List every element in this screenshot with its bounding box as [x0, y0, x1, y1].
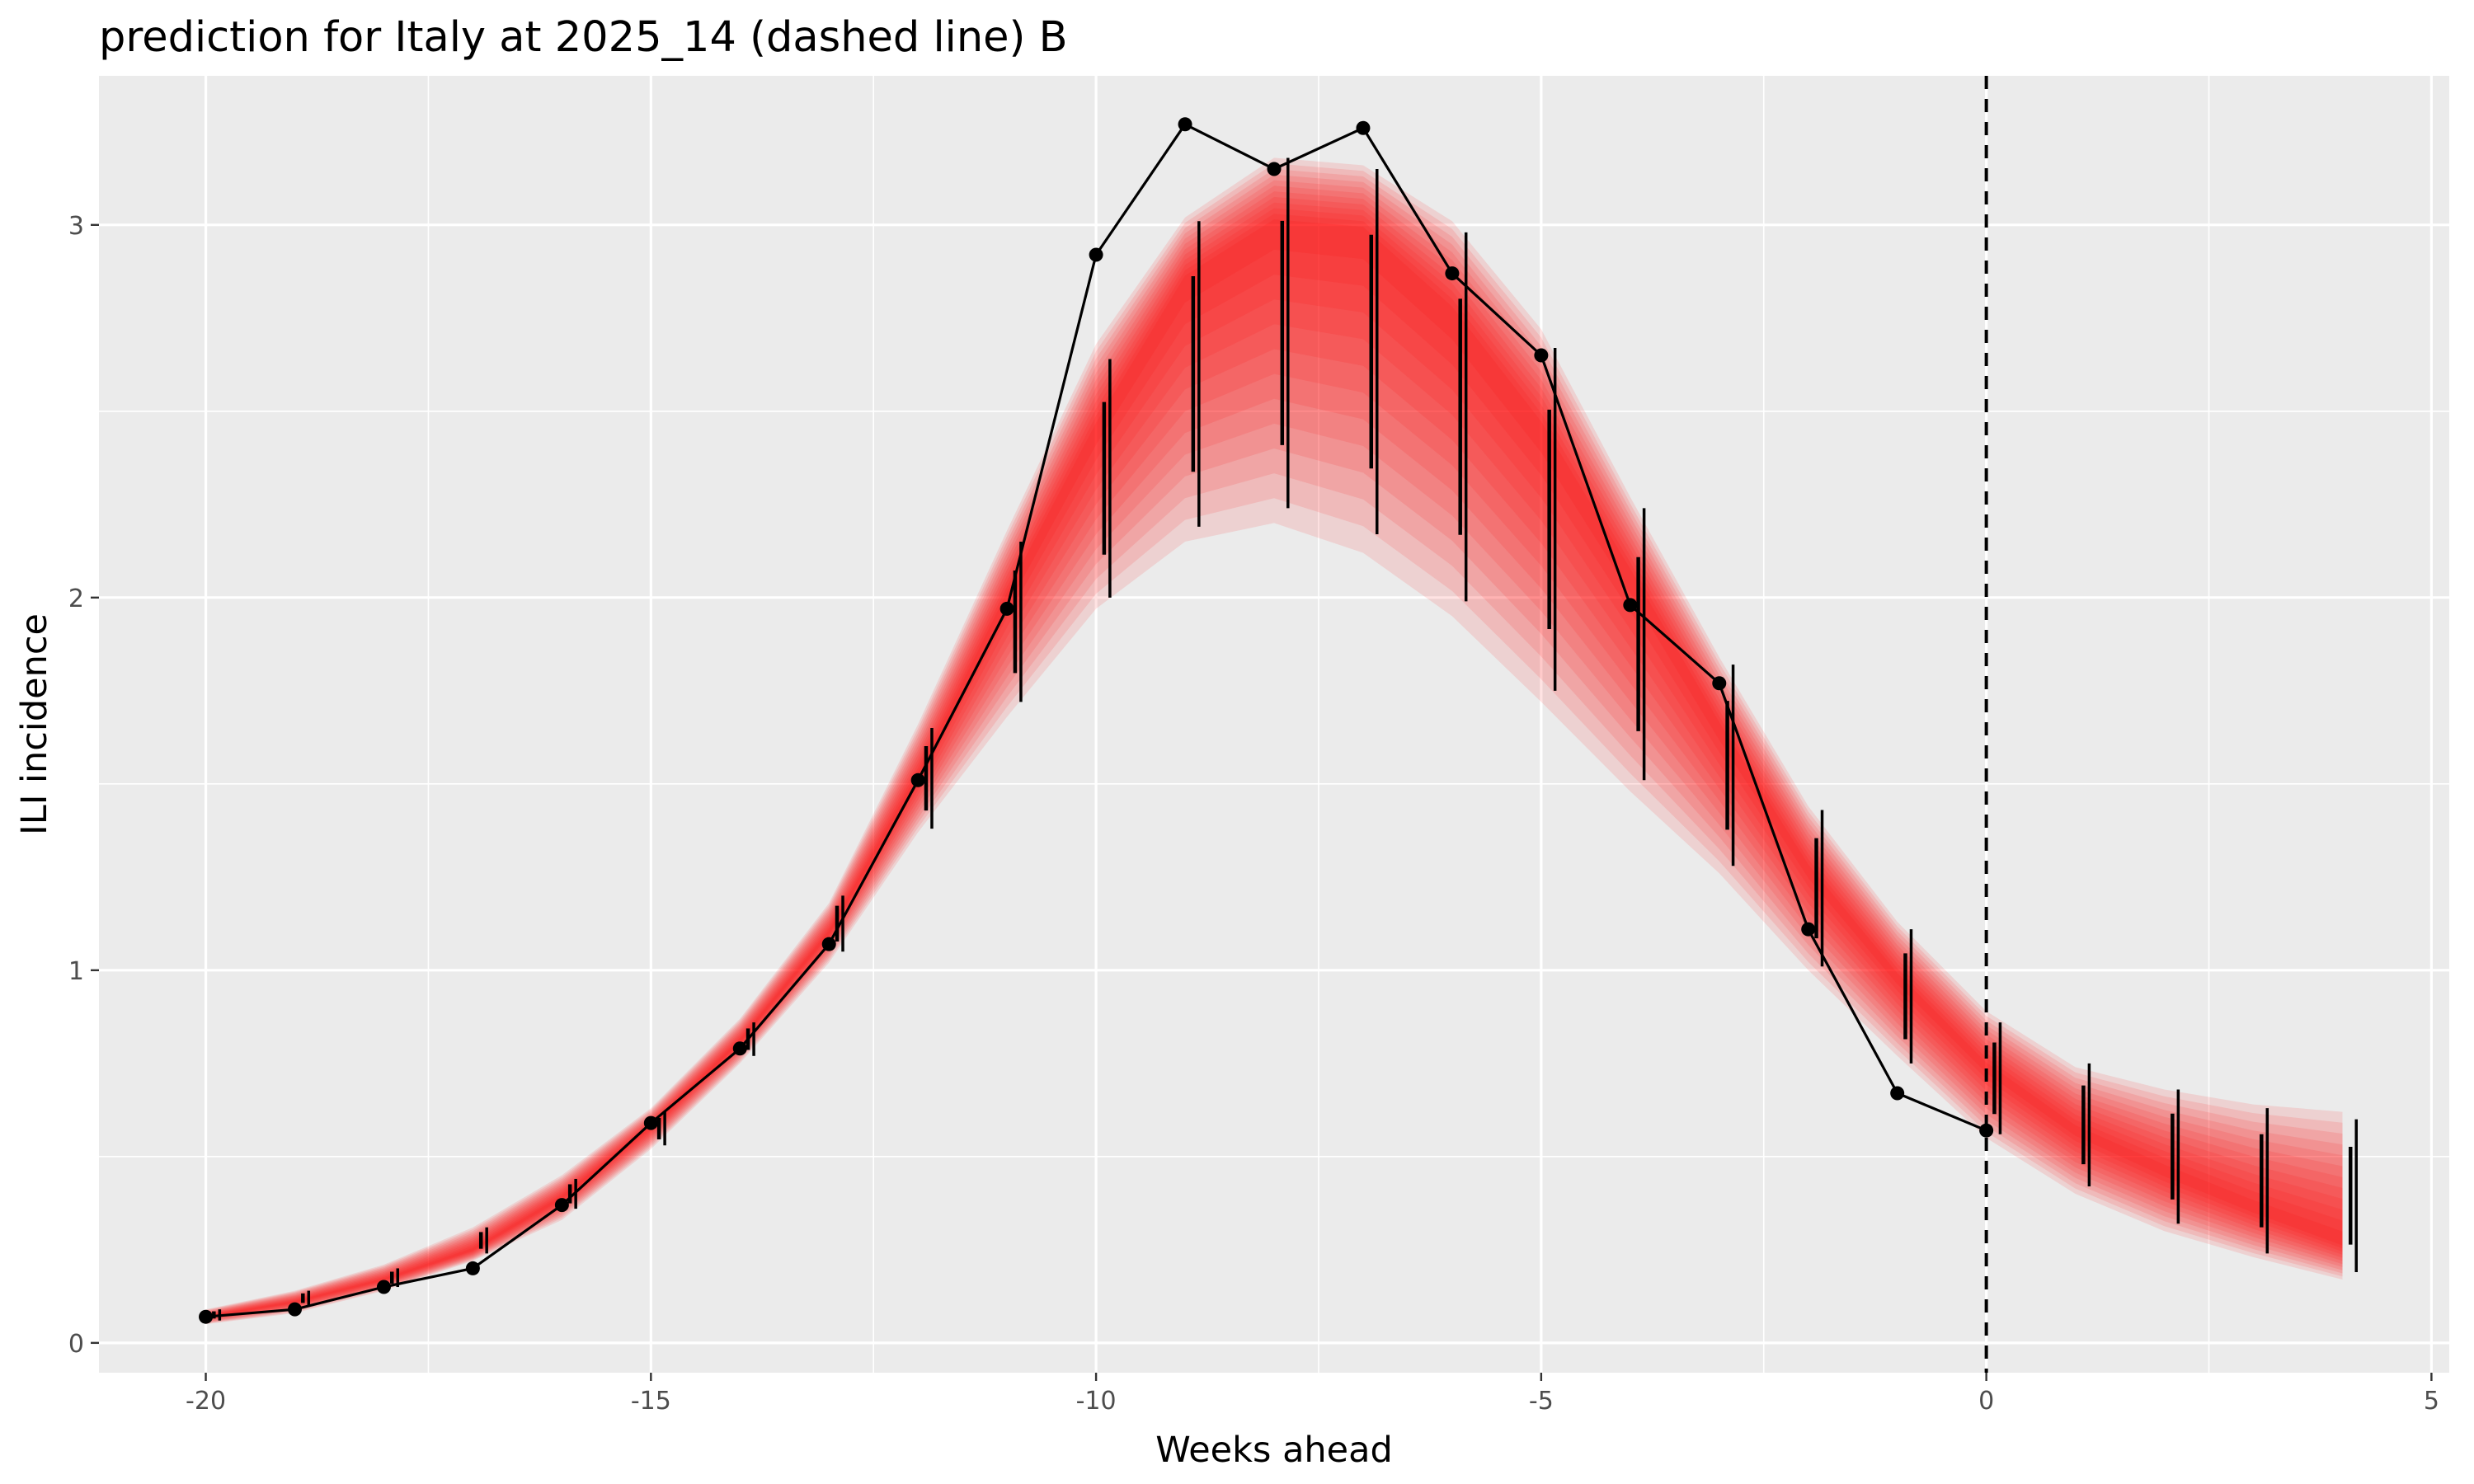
x-tick-label: -20 — [186, 1387, 226, 1416]
observed-point — [1178, 117, 1192, 132]
y-tick-label: 3 — [68, 212, 84, 241]
x-tick-label: -15 — [631, 1387, 671, 1416]
x-tick-label: -10 — [1076, 1387, 1117, 1416]
observed-point — [1356, 120, 1371, 135]
axes: -20 -15 -10 -5 0 5 0 1 2 3 — [68, 212, 2439, 1416]
y-axis-title: ILI incidence — [14, 613, 55, 835]
forecast-band-ribbon — [205, 186, 2343, 1322]
y-tick-label: 0 — [68, 1330, 84, 1359]
observed-point — [465, 1261, 480, 1275]
forecast-band-ribbon — [205, 169, 2343, 1323]
forecast-band-ribbon — [205, 202, 2343, 1320]
forecast-band-ribbon — [205, 180, 2343, 1322]
observed-point — [1267, 162, 1282, 176]
observed-series — [199, 117, 1994, 1324]
observed-point — [1623, 598, 1638, 613]
x-axis-title: Weeks ahead — [1155, 1430, 1393, 1471]
forecast-band-ribbon — [205, 157, 2343, 1325]
observed-point — [1089, 247, 1103, 262]
forecast-band-ribbon — [205, 174, 2343, 1322]
observed-point — [732, 1041, 747, 1056]
observed-point — [1534, 348, 1549, 363]
x-tick-label: 0 — [1978, 1387, 1994, 1416]
observed-point — [643, 1115, 658, 1130]
forecast-band-ribbon — [205, 163, 2343, 1324]
observed-point — [1890, 1086, 1905, 1101]
observed-point — [999, 601, 1014, 616]
observed-point — [1979, 1123, 1994, 1138]
observed-point — [1712, 676, 1727, 691]
observed-point — [199, 1309, 214, 1324]
x-tick-label: -5 — [1529, 1387, 1554, 1416]
prediction-intervals — [212, 157, 2358, 1321]
observed-point — [1801, 922, 1816, 937]
forecast-band-ribbon — [205, 191, 2343, 1321]
forecast-band-ribbon — [205, 208, 2343, 1319]
observed-point — [554, 1198, 569, 1213]
chart-title: prediction for Italy at 2025_14 (dashed … — [99, 13, 1068, 62]
observed-point — [376, 1280, 391, 1294]
y-tick-label: 1 — [68, 957, 84, 986]
observed-point — [288, 1302, 302, 1317]
observed-point — [910, 773, 925, 787]
y-tick-label: 2 — [68, 585, 84, 613]
observed-point — [821, 937, 836, 951]
forecast-band-ribbon — [205, 196, 2343, 1320]
observed-point — [1445, 266, 1460, 281]
x-tick-label: 5 — [2424, 1387, 2439, 1416]
grid-lines — [99, 76, 2449, 1373]
